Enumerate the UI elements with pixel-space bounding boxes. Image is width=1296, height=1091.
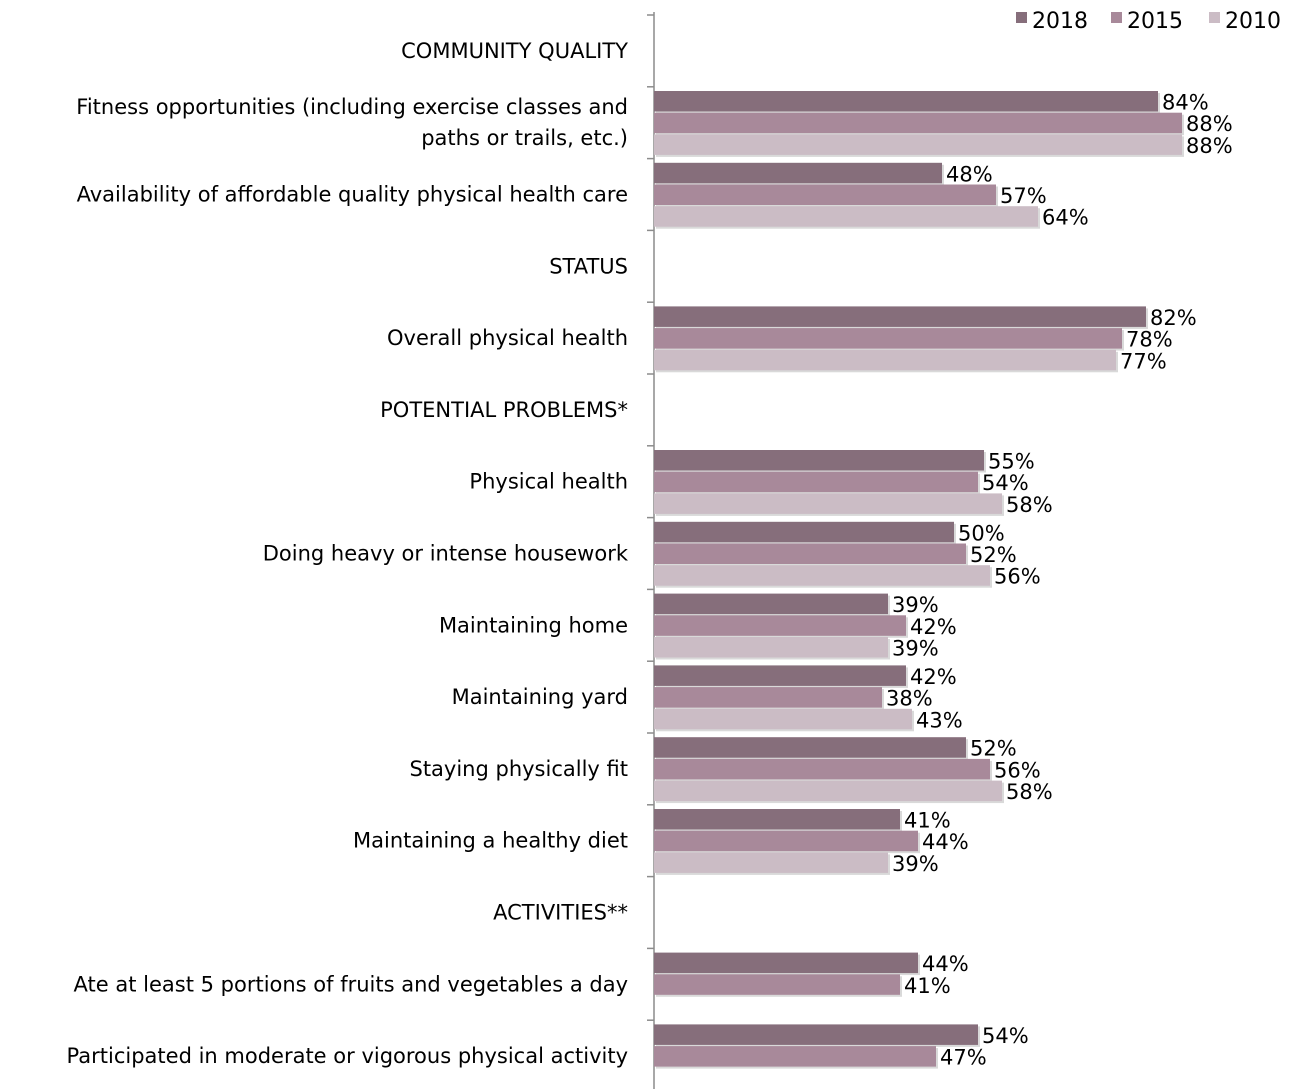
legend-label-2015: 2015 (1127, 9, 1183, 34)
bar-2010-row-11 (654, 852, 888, 873)
bar-2015-row-11 (654, 830, 918, 852)
bar-2010-row-2 (654, 206, 1038, 227)
value-label: 58% (1006, 780, 1053, 804)
bar-2010-row-7 (654, 565, 990, 586)
bar-2018-row-4 (654, 306, 1146, 327)
bar-2015-row-7 (654, 543, 966, 564)
bar-2015-row-4 (654, 328, 1122, 349)
category-label: Doing heavy or intense housework (263, 542, 629, 566)
value-label: 88% (1186, 112, 1233, 136)
bar-2015-row-8 (654, 615, 906, 636)
value-label: 41% (904, 974, 951, 998)
value-label: 55% (988, 450, 1035, 474)
value-label: 88% (1186, 134, 1233, 158)
bar-2018-row-11 (654, 809, 900, 830)
legend-swatch-2018 (1016, 12, 1027, 23)
value-label: 38% (886, 687, 933, 711)
bar-2015-row-13 (654, 974, 900, 995)
value-label: 56% (994, 758, 1041, 782)
value-label: 56% (994, 565, 1041, 589)
section-header-label: POTENTIAL PROBLEMS* (380, 398, 628, 422)
category-label: Maintaining yard (452, 685, 628, 709)
value-label: 54% (982, 471, 1029, 495)
bar-2015-row-6 (654, 471, 978, 493)
legend-label-2010: 2010 (1225, 9, 1281, 34)
category-label: Maintaining home (439, 613, 628, 637)
value-label: 39% (892, 593, 939, 617)
value-label: 39% (892, 637, 939, 661)
bar-2018-row-9 (654, 665, 906, 686)
value-label: 43% (916, 708, 963, 732)
category-label: Participated in moderate or vigorous phy… (67, 1044, 628, 1068)
bar-2015-row-2 (654, 184, 996, 205)
value-label: 42% (910, 665, 957, 689)
category-label: Overall physical health (387, 326, 628, 350)
value-label: 58% (1006, 493, 1053, 517)
value-label: 77% (1120, 349, 1167, 373)
bar-2018-row-8 (654, 593, 888, 615)
bar-2010-row-6 (654, 493, 1002, 514)
category-label: Physical health (469, 470, 628, 494)
bar-2018-row-10 (654, 737, 966, 758)
value-label: 48% (946, 162, 993, 186)
value-label: 78% (1126, 328, 1173, 352)
bar-2010-row-10 (654, 780, 1002, 802)
bar-2018-row-6 (654, 450, 984, 471)
bar-2015-row-14 (654, 1046, 936, 1067)
bar-2018-row-13 (654, 952, 918, 974)
value-label: 54% (982, 1024, 1029, 1048)
value-label: 57% (1000, 184, 1047, 208)
value-label: 84% (1162, 91, 1209, 115)
bar-2010-row-1 (654, 134, 1182, 155)
bar-2010-row-8 (654, 637, 888, 658)
category-label: Fitness opportunities (including exercis… (76, 95, 628, 150)
value-label: 44% (922, 952, 969, 976)
value-label: 52% (970, 737, 1017, 761)
value-label: 41% (904, 809, 951, 833)
legend-label-2018: 2018 (1032, 9, 1088, 34)
bar-2010-row-4 (654, 349, 1116, 371)
category-label: Ate at least 5 portions of fruits and ve… (74, 972, 628, 996)
category-label: Availability of affordable quality physi… (77, 183, 628, 207)
value-label: 52% (970, 543, 1017, 567)
value-label: 47% (940, 1046, 987, 1070)
category-label: Staying physically fit (409, 757, 628, 781)
category-label: Maintaining a healthy diet (353, 829, 628, 853)
value-label: 82% (1150, 306, 1197, 330)
value-label: 42% (910, 615, 957, 639)
bar-2015-row-1 (654, 112, 1182, 134)
bar-2018-row-1 (654, 91, 1158, 112)
bar-2010-row-9 (654, 708, 912, 730)
legend-swatch-2015 (1111, 12, 1122, 23)
bar-2015-row-10 (654, 758, 990, 780)
value-label: 39% (892, 852, 939, 876)
bar-2018-row-14 (654, 1024, 978, 1045)
section-header-label: ACTIVITIES** (493, 901, 628, 925)
value-label: 64% (1042, 206, 1089, 230)
bar-2015-row-9 (654, 687, 882, 708)
value-label: 44% (922, 830, 969, 854)
section-header-label: COMMUNITY QUALITY (401, 39, 628, 63)
bar-2018-row-7 (654, 521, 954, 543)
bar-2018-row-2 (654, 162, 942, 184)
section-header-label: STATUS (549, 254, 628, 278)
legend-swatch-2010 (1209, 12, 1220, 23)
value-label: 50% (958, 521, 1005, 545)
